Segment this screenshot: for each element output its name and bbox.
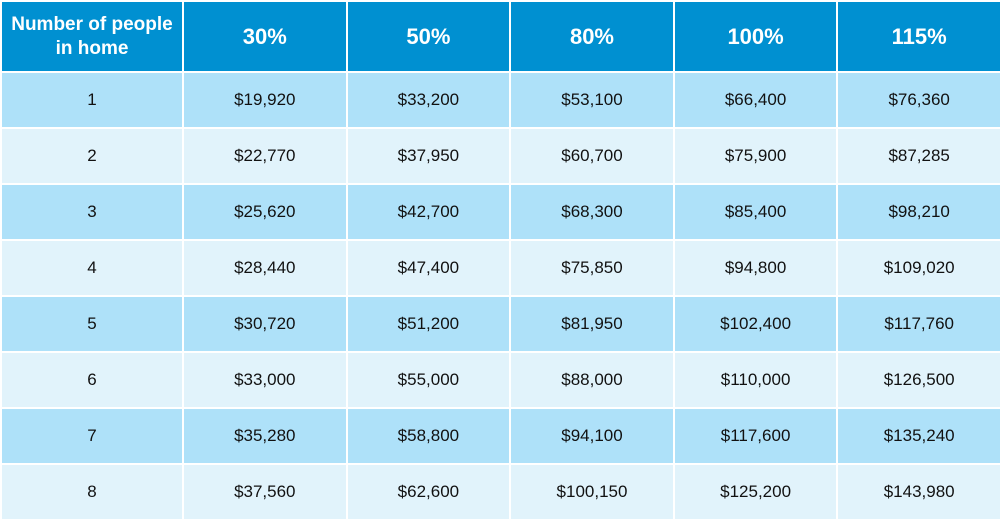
header-cell-100-percent: 100% <box>672 0 839 73</box>
table-cell: $37,560 <box>182 463 348 521</box>
table-cell: $109,020 <box>836 239 1000 297</box>
table-cell: $102,400 <box>672 295 839 353</box>
table-row: 5 $30,720 $51,200 $81,950 $102,400 $117,… <box>0 295 1000 353</box>
table-cell: $28,440 <box>182 239 348 297</box>
table-cell: $47,400 <box>345 239 512 297</box>
table-row: 6 $33,000 $55,000 $88,000 $110,000 $126,… <box>0 351 1000 409</box>
table-cell: $87,285 <box>836 127 1000 185</box>
table-cell: 4 <box>0 239 184 297</box>
table-cell: $58,800 <box>345 407 512 465</box>
header-cell-50-percent: 50% <box>345 0 512 73</box>
header-cell-30-percent: 30% <box>182 0 348 73</box>
table-cell: $51,200 <box>345 295 512 353</box>
table-cell: $19,920 <box>182 71 348 129</box>
table-cell: $81,950 <box>509 295 675 353</box>
table-cell: $135,240 <box>836 407 1000 465</box>
table-cell: 2 <box>0 127 184 185</box>
table-cell: 8 <box>0 463 184 521</box>
table-cell: $126,500 <box>836 351 1000 409</box>
header-cell-80-percent: 80% <box>509 0 675 73</box>
table-cell: $22,770 <box>182 127 348 185</box>
table-cell: $94,800 <box>672 239 839 297</box>
table-cell: $30,720 <box>182 295 348 353</box>
table-cell: $100,150 <box>509 463 675 521</box>
table-header-row: Number of people in home 30% 50% 80% 100… <box>0 0 1000 73</box>
header-cell-household-size: Number of people in home <box>0 0 184 73</box>
table-cell: $60,700 <box>509 127 675 185</box>
table-cell: 1 <box>0 71 184 129</box>
table-cell: $68,300 <box>509 183 675 241</box>
table-cell: $143,980 <box>836 463 1000 521</box>
table-cell: $66,400 <box>672 71 839 129</box>
table-row: 2 $22,770 $37,950 $60,700 $75,900 $87,28… <box>0 127 1000 185</box>
table-cell: $33,200 <box>345 71 512 129</box>
table-row: 8 $37,560 $62,600 $100,150 $125,200 $143… <box>0 463 1000 521</box>
table-cell: $117,760 <box>836 295 1000 353</box>
table-cell: $110,000 <box>672 351 839 409</box>
table-cell: $117,600 <box>672 407 839 465</box>
table-row: 1 $19,920 $33,200 $53,100 $66,400 $76,36… <box>0 71 1000 129</box>
table-cell: $25,620 <box>182 183 348 241</box>
table-cell: $88,000 <box>509 351 675 409</box>
table-cell: $55,000 <box>345 351 512 409</box>
table-cell: $125,200 <box>672 463 839 521</box>
table-cell: $76,360 <box>836 71 1000 129</box>
table-cell: 6 <box>0 351 184 409</box>
table-cell: $85,400 <box>672 183 839 241</box>
table-cell: $75,900 <box>672 127 839 185</box>
table-cell: $37,950 <box>345 127 512 185</box>
table-cell: 3 <box>0 183 184 241</box>
table-cell: $35,280 <box>182 407 348 465</box>
table-cell: $33,000 <box>182 351 348 409</box>
table-cell: $53,100 <box>509 71 675 129</box>
table-cell: 5 <box>0 295 184 353</box>
table-row: 7 $35,280 $58,800 $94,100 $117,600 $135,… <box>0 407 1000 465</box>
table-cell: $98,210 <box>836 183 1000 241</box>
table-cell: $94,100 <box>509 407 675 465</box>
table-row: 4 $28,440 $47,400 $75,850 $94,800 $109,0… <box>0 239 1000 297</box>
header-cell-115-percent: 115% <box>836 0 1000 73</box>
table-cell: $75,850 <box>509 239 675 297</box>
table-row: 3 $25,620 $42,700 $68,300 $85,400 $98,21… <box>0 183 1000 241</box>
table-cell: $42,700 <box>345 183 512 241</box>
table-cell: $62,600 <box>345 463 512 521</box>
table-cell: 7 <box>0 407 184 465</box>
